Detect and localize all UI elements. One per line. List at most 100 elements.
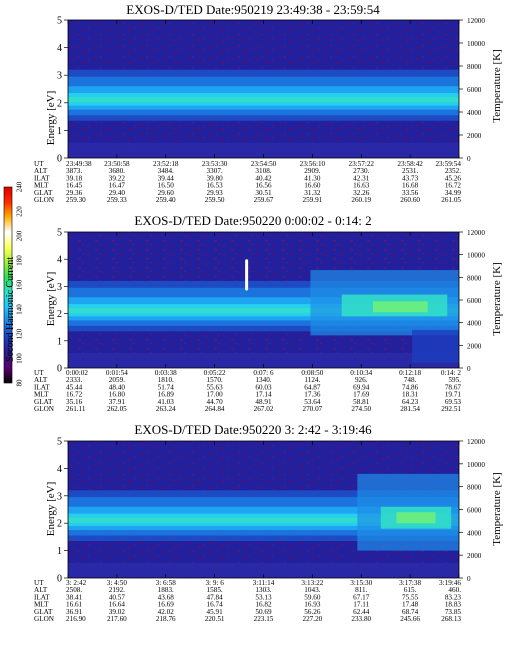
spectrogram-panel-2: EXOS-D/TED Date:950220 0:00:02 - 0:14: 2… bbox=[34, 213, 503, 413]
table-cell: 29.60 bbox=[158, 189, 175, 197]
temperature-tick-label: 6000 bbox=[467, 297, 482, 305]
energy-tick-label: 5 bbox=[57, 16, 62, 27]
colorbar-label: Second Harmonic Current bbox=[5, 257, 16, 362]
table-cell: 16.61 bbox=[66, 601, 83, 609]
table-cell: 17.69 bbox=[353, 391, 370, 399]
table-cell: 1883. bbox=[158, 586, 174, 594]
table-cell: 3: 9: 6 bbox=[205, 579, 224, 587]
table-cell: 23:58:42 bbox=[397, 160, 423, 168]
energy-tick-label: 0 bbox=[57, 574, 62, 585]
table-cell: 3873. bbox=[66, 167, 82, 175]
table-cell: 259.50 bbox=[205, 196, 225, 204]
energy-tick-label: 5 bbox=[57, 437, 62, 448]
table-cell: 23:56:10 bbox=[300, 160, 326, 168]
table-row-label: ILAT bbox=[34, 383, 50, 391]
energy-tick-label: 1 bbox=[57, 546, 62, 557]
panel-title: EXOS-D/TED Date:950220 3: 2:42 - 3:19:46 bbox=[134, 422, 372, 437]
table-cell: 51.74 bbox=[158, 383, 175, 391]
energy-tick-label: 4 bbox=[57, 464, 62, 475]
table-row-label: GLON bbox=[34, 405, 55, 413]
table-cell: 40.57 bbox=[109, 593, 126, 601]
energy-tick-label: 1 bbox=[57, 336, 62, 347]
heatmap-feature bbox=[372, 301, 428, 313]
table-cell: 36.91 bbox=[66, 608, 83, 616]
table-cell: 42.31 bbox=[353, 174, 370, 182]
table-cell: 59.60 bbox=[304, 593, 321, 601]
energy-tick-label: 2 bbox=[57, 98, 62, 109]
energy-tick-label: 3 bbox=[57, 282, 62, 293]
energy-axis: 0 1 2 3 4 5 bbox=[57, 437, 68, 585]
heatmap bbox=[67, 231, 460, 369]
table-cell: 3108. bbox=[255, 167, 271, 175]
table-cell: 35.16 bbox=[66, 398, 83, 406]
table-cell: 23:53:30 bbox=[202, 160, 228, 168]
table-cell: 18.83 bbox=[445, 601, 462, 609]
table-cell: 274.50 bbox=[351, 405, 371, 413]
table-cell: 263.24 bbox=[156, 405, 176, 413]
table-cell: 47.84 bbox=[207, 593, 224, 601]
table-cell: 218.76 bbox=[156, 615, 176, 623]
temperature-tick-label: 10000 bbox=[467, 461, 485, 469]
table-cell: 16.50 bbox=[158, 182, 175, 190]
energy-axis-label: Energy [eV] bbox=[45, 482, 57, 536]
table-cell: 48.40 bbox=[109, 383, 126, 391]
energy-axis-label: Energy [eV] bbox=[45, 91, 57, 145]
colorbar-tick-label: 100 bbox=[16, 353, 24, 364]
colorbar-tick-label: 240 bbox=[16, 181, 24, 192]
temperature-tick-label: 4000 bbox=[467, 529, 482, 537]
table-cell: 2333. bbox=[66, 376, 82, 384]
table-cell: 3:15:30 bbox=[350, 579, 372, 587]
table-cell: 259.91 bbox=[302, 196, 322, 204]
colorbar-tick-label: 220 bbox=[16, 206, 24, 217]
colorbar-tick-label: 80 bbox=[16, 379, 24, 387]
table-cell: 43.68 bbox=[158, 593, 175, 601]
temperature-tick-label: 6000 bbox=[467, 507, 482, 515]
table-cell: 259.40 bbox=[156, 196, 176, 204]
table-cell: 17.48 bbox=[402, 601, 419, 609]
table-cell: 227.20 bbox=[302, 615, 322, 623]
temperature-tick-label: 12000 bbox=[467, 17, 485, 25]
table-row-label: ILAT bbox=[34, 593, 50, 601]
table-cell: 259.67 bbox=[254, 196, 274, 204]
table-cell: 1585. bbox=[207, 586, 223, 594]
heatmap bbox=[67, 19, 460, 159]
table-cell: 1810. bbox=[158, 376, 174, 384]
table-row-label: UT bbox=[34, 369, 44, 377]
energy-tick-label: 5 bbox=[57, 228, 62, 239]
colorbar-tick-label: 160 bbox=[16, 279, 24, 290]
table-cell: 53.13 bbox=[255, 593, 272, 601]
table-cell: 16.56 bbox=[255, 182, 272, 190]
table-cell: 41.03 bbox=[158, 398, 175, 406]
temperature-tick-label: 8000 bbox=[467, 63, 482, 71]
table-cell: 3484. bbox=[158, 167, 174, 175]
table-cell: 23:54:50 bbox=[251, 160, 277, 168]
temperature-tick-label: 2000 bbox=[467, 132, 482, 140]
table-cell: 260.19 bbox=[351, 196, 371, 204]
table-cell: 30.51 bbox=[255, 189, 272, 197]
temperature-tick-label: 8000 bbox=[467, 484, 482, 492]
energy-axis: 0 1 2 3 4 5 bbox=[57, 228, 68, 375]
table-row-label: GLAT bbox=[34, 398, 53, 406]
table-cell: 2531. bbox=[402, 167, 418, 175]
temperature-tick-label: 10000 bbox=[467, 40, 485, 48]
temperature-axis: 0 2000 4000 6000 8000 10000 12000 bbox=[459, 17, 485, 163]
table-row-label: MLT bbox=[34, 391, 49, 399]
table-row-label: GLON bbox=[34, 196, 55, 204]
table-cell: 0:03:38 bbox=[155, 369, 177, 377]
table-cell: 45.91 bbox=[207, 608, 224, 616]
table-cell: 460. bbox=[448, 586, 461, 594]
orbit-table: UT 23:49:38 23:50:58 23:52:18 23:53:30 23:54:… bbox=[34, 160, 461, 204]
table-cell: 41.30 bbox=[304, 174, 321, 182]
table-cell: 60.03 bbox=[255, 383, 272, 391]
table-cell: 75.55 bbox=[402, 593, 419, 601]
table-cell: 23:57:22 bbox=[348, 160, 374, 168]
table-cell: 261.05 bbox=[441, 196, 461, 204]
table-cell: 34.99 bbox=[445, 189, 462, 197]
table-cell: 0:10:34 bbox=[350, 369, 372, 377]
table-cell: 0:12:18 bbox=[399, 369, 421, 377]
table-row-label: ALT bbox=[34, 586, 48, 594]
table-cell: 23:59:54 bbox=[435, 160, 461, 168]
energy-tick-label: 4 bbox=[57, 255, 62, 266]
temperature-tick-label: 0 bbox=[467, 575, 471, 583]
table-cell: 53.64 bbox=[304, 398, 321, 406]
